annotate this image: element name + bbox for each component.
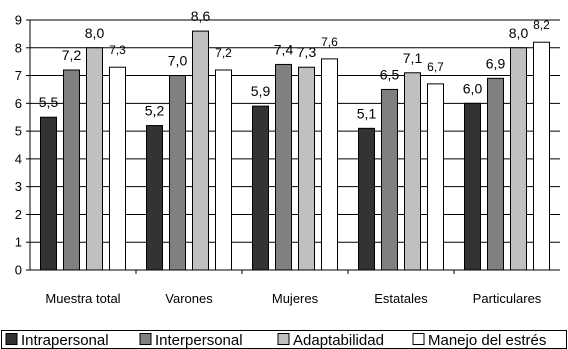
bar-interpersonal-varones (169, 75, 186, 271)
bar-adaptabilidad-mujeres (298, 66, 315, 271)
legend-label-interpersonal: Interpersonal (155, 332, 243, 349)
bar-adaptabilidad-particulares (510, 47, 527, 271)
bar-adaptabilidad-varones (192, 30, 209, 271)
data-label-manejo-del-estr-s-muestra-total: 7,3 (109, 43, 126, 57)
y-tick-label: 8 (15, 40, 22, 55)
bar-interpersonal-muestra-total (63, 69, 80, 271)
data-label-interpersonal-estatales: 6,5 (380, 66, 400, 82)
bar-interpersonal-particulares (487, 77, 504, 271)
bar-interpersonal-estatales (381, 88, 398, 271)
bar-manejo-del-estr-s-particulares (533, 41, 550, 271)
y-tick-label: 4 (15, 151, 22, 166)
y-tick-label: 5 (15, 124, 22, 139)
data-label-manejo-del-estr-s-varones: 7,2 (215, 46, 232, 60)
data-label-manejo-del-estr-s-mujeres: 7,6 (321, 35, 338, 49)
y-tick-label: 0 (15, 263, 22, 278)
x-tick-label: Varones (165, 291, 213, 306)
legend-label-intrapersonal: Intrapersonal (21, 332, 109, 349)
bar-manejo-del-estr-s-muestra-total (109, 66, 126, 271)
y-tick-label: 3 (15, 179, 22, 194)
bar-intrapersonal-mujeres (252, 105, 269, 271)
data-label-intrapersonal-estatales: 5,1 (357, 105, 377, 121)
legend-label-adaptabilidad: Adaptabilidad (293, 332, 384, 349)
bar-manejo-del-estr-s-estatales (427, 83, 444, 271)
bars (40, 30, 550, 271)
y-tick-label: 9 (15, 13, 22, 28)
data-label-adaptabilidad-varones: 8,6 (191, 8, 211, 24)
legend-label-manejo-del-estr-s: Manejo del estrés (428, 332, 546, 349)
bar-intrapersonal-particulares (464, 102, 481, 271)
legend-swatch-manejo-del-estr-s (412, 333, 425, 345)
y-tick-label: 1 (15, 235, 22, 250)
bar-manejo-del-estr-s-varones (215, 69, 232, 271)
axes (26, 19, 560, 274)
y-tick-labels: 0 1 2 3 4 5 6 7 8 9 (15, 13, 22, 278)
bar-intrapersonal-estatales (358, 127, 375, 271)
legend: Intrapersonal Interpersonal Adaptabilidad M… (1, 330, 567, 349)
data-label-adaptabilidad-muestra-total: 8,0 (85, 25, 105, 41)
data-labels: 5,57,28,07,35,27,08,67,25,97,4 7,37,65,16… (39, 8, 550, 121)
bar-manejo-del-estr-s-mujeres (321, 58, 338, 271)
bar-intrapersonal-varones (146, 125, 163, 271)
legend-swatch-interpersonal (139, 333, 152, 345)
bar-adaptabilidad-estatales (404, 72, 421, 271)
y-tick-label: 7 (15, 68, 22, 83)
legend-swatch-adaptabilidad (277, 333, 290, 345)
data-label-interpersonal-mujeres: 7,4 (274, 41, 294, 57)
x-tick-labels: Muestra total Varones Mujeres Estatales Part… (45, 291, 541, 306)
data-label-intrapersonal-muestra-total: 5,5 (39, 94, 59, 110)
data-label-interpersonal-particulares: 6,9 (486, 55, 506, 71)
x-tick-label: Mujeres (272, 291, 319, 306)
data-label-manejo-del-estr-s-estatales: 6,7 (427, 60, 444, 74)
bar-adaptabilidad-muestra-total (86, 47, 103, 271)
data-label-interpersonal-muestra-total: 7,2 (62, 47, 82, 63)
bar-intrapersonal-muestra-total (40, 116, 57, 271)
x-tick-label: Estatales (374, 291, 428, 306)
data-label-adaptabilidad-mujeres: 7,3 (297, 44, 317, 60)
data-label-intrapersonal-mujeres: 5,9 (251, 83, 271, 99)
data-label-intrapersonal-varones: 5,2 (145, 103, 165, 119)
y-tick-label: 6 (15, 96, 22, 111)
data-label-interpersonal-varones: 7,0 (168, 53, 188, 69)
x-tick-label: Particulares (473, 291, 542, 306)
data-label-adaptabilidad-estatales: 7,1 (403, 50, 423, 66)
legend-swatch-intrapersonal (5, 333, 18, 345)
data-label-intrapersonal-particulares: 6,0 (463, 80, 483, 96)
data-label-manejo-del-estr-s-particulares: 8,2 (533, 18, 550, 32)
y-tick-label: 2 (15, 207, 22, 222)
x-tick-label: Muestra total (45, 291, 120, 306)
data-label-adaptabilidad-particulares: 8,0 (509, 25, 529, 41)
bar-interpersonal-mujeres (275, 63, 292, 271)
